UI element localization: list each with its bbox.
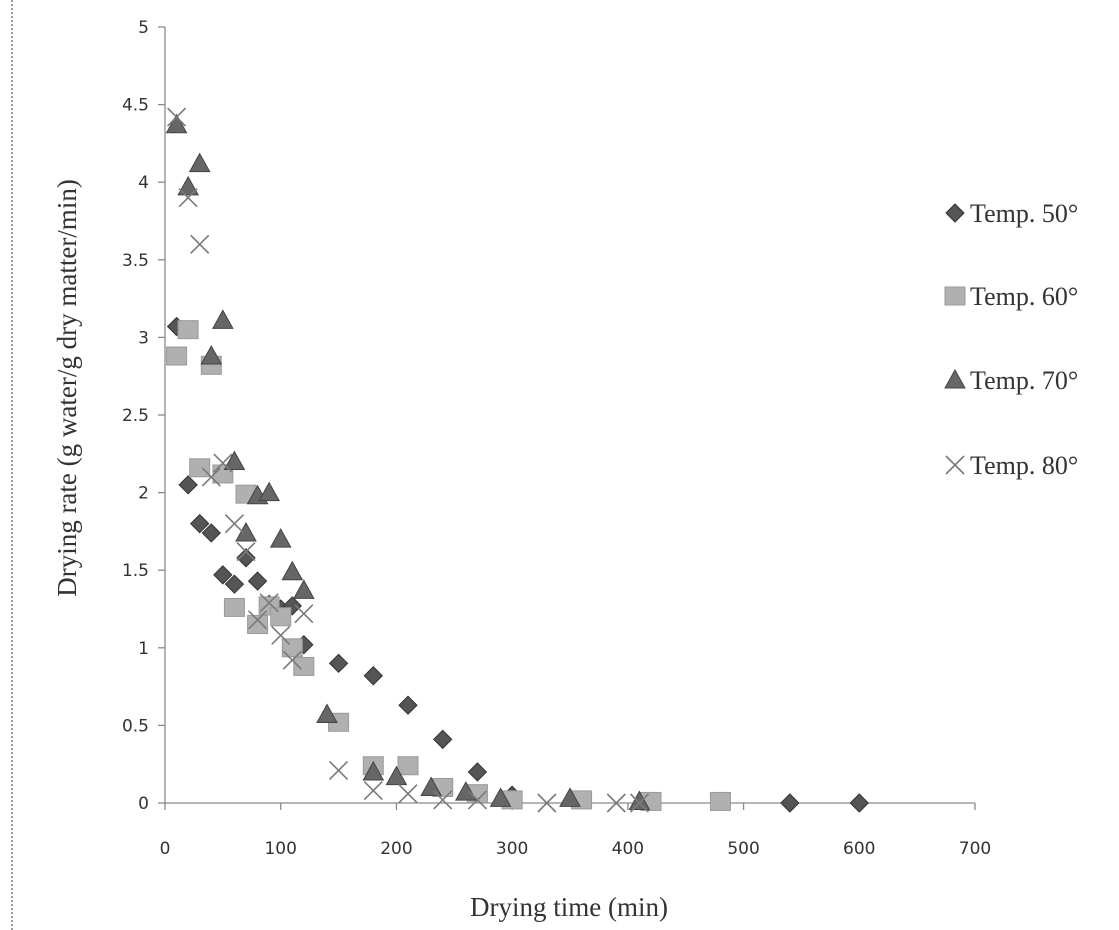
data-point-cross [433, 790, 453, 810]
data-point-cross [167, 107, 187, 127]
data-point-triangle [293, 579, 315, 599]
x-axis-title: Drying time (min) [470, 892, 668, 922]
data-point-triangle [281, 560, 304, 581]
data-point-diamond [178, 475, 198, 495]
data-point-diamond [190, 513, 210, 534]
y-tick-label: 4.5 [122, 96, 149, 116]
data-point-cross [248, 610, 268, 630]
data-point-triangle [188, 152, 211, 173]
data-point-cross [213, 453, 233, 473]
data-point-triangle [269, 528, 292, 548]
data-point-square [709, 791, 731, 811]
x-tick-label: 600 [843, 839, 875, 859]
data-point-triangle [385, 765, 408, 786]
data-point-square [166, 346, 188, 366]
data-point-triangle [420, 776, 442, 796]
data-point-triangle [235, 521, 257, 542]
data-point-triangle [489, 787, 512, 807]
data-point-cross [224, 514, 244, 534]
data-point-square [223, 597, 245, 617]
data-point-triangle [258, 481, 280, 502]
y-axis-title: Drying rate (g water/g dry matter/min) [52, 179, 82, 597]
data-point-diamond [363, 666, 383, 686]
data-point-square [281, 638, 303, 658]
y-tick-label: 0 [138, 794, 149, 814]
data-point-diamond [780, 793, 800, 813]
data-point-triangle [316, 703, 338, 724]
legend-marker-cross [945, 455, 965, 475]
data-point-cross [259, 593, 279, 613]
data-point-diamond [328, 653, 349, 674]
legend-label: Temp. 60° [970, 282, 1078, 311]
y-tick-label: 4 [138, 173, 149, 193]
data-point-cross [294, 604, 314, 624]
y-tick-label: 5 [138, 18, 149, 38]
legend-label: Temp. 70° [970, 366, 1078, 395]
y-tick-label: 2.5 [122, 406, 149, 426]
data-point-triangle [559, 787, 581, 807]
data-point-diamond [247, 571, 268, 591]
data-point-square [247, 615, 269, 635]
data-point-triangle [200, 344, 223, 365]
data-point-cross [201, 467, 221, 487]
data-point-cross [329, 760, 349, 780]
data-point-square [177, 320, 199, 340]
data-point-triangle [212, 309, 234, 329]
data-point-square [397, 756, 419, 776]
data-point-cross [271, 625, 291, 645]
data-point-triangle [628, 790, 651, 810]
data-point-cross [629, 793, 649, 813]
data-point-triangle [177, 175, 199, 196]
x-tick-label: 200 [380, 839, 412, 859]
data-point-diamond [224, 574, 245, 594]
data-point-diamond [849, 793, 869, 813]
x-tick-label: 300 [496, 839, 528, 859]
data-point-cross [236, 542, 256, 562]
legend-label: Temp. 50° [970, 199, 1078, 228]
data-points-group [165, 107, 869, 813]
legend-marker-diamond [945, 203, 965, 223]
x-tick-label: 700 [959, 839, 991, 859]
data-point-diamond [433, 729, 453, 750]
data-point-cross [178, 188, 198, 208]
data-point-cross [398, 784, 418, 804]
page-border-line [11, 0, 13, 930]
x-tick-label: 0 [160, 839, 171, 859]
data-point-cross [190, 234, 210, 254]
data-point-square [189, 458, 211, 478]
axes-group: 0 0.5 1 1.5 2 2.5 3 3.5 4 4.5 5 0 100 200 300 400 500 600… [122, 18, 991, 859]
y-tick-label: 1.5 [122, 561, 149, 581]
data-point-diamond [213, 565, 233, 585]
x-tick-label: 100 [264, 839, 296, 859]
data-point-diamond [201, 523, 221, 543]
legend-marker-square [944, 286, 966, 306]
y-tick-label: 3 [138, 328, 149, 348]
data-point-cross [537, 793, 557, 813]
y-tick-label: 2 [138, 484, 149, 504]
y-tick-label: 1 [138, 639, 149, 659]
y-tick-label: 0.5 [122, 716, 149, 736]
legend-label: Temp. 80° [970, 451, 1078, 480]
legend-marker-triangle [944, 368, 966, 389]
x-tick-label: 500 [727, 839, 759, 859]
data-point-square [270, 607, 292, 627]
data-point-triangle [362, 760, 385, 781]
legend: Temp. 50° Temp. 60° Temp. 70° Temp. 80° [944, 199, 1078, 480]
y-tick-label: 3.5 [122, 251, 149, 271]
data-point-cross [467, 790, 487, 810]
data-point-diamond [236, 548, 256, 568]
data-point-diamond [467, 762, 488, 782]
x-tick-label: 400 [612, 839, 644, 859]
data-point-diamond [398, 695, 418, 715]
data-point-cross [363, 781, 383, 801]
data-point-triangle [223, 450, 246, 471]
data-point-square [293, 656, 315, 676]
data-point-cross [282, 650, 302, 670]
data-point-cross [606, 793, 626, 813]
data-point-triangle [165, 113, 188, 134]
data-point-triangle [455, 781, 477, 801]
